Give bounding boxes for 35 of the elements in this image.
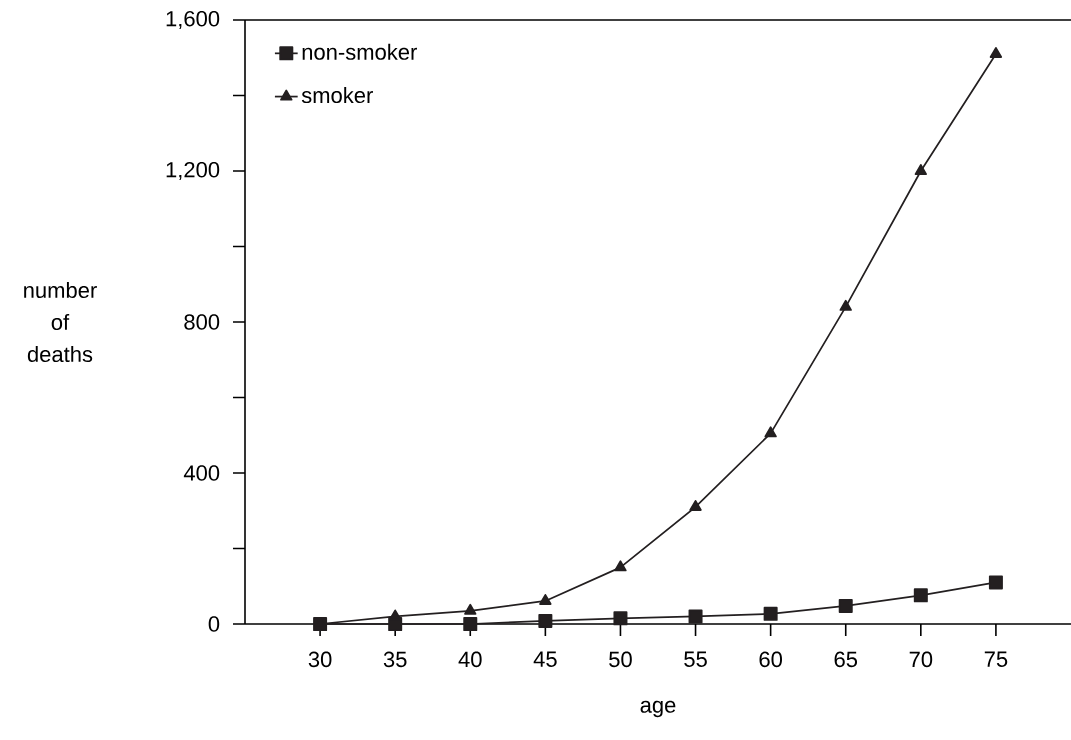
- x-tick-label: 60: [759, 651, 783, 668]
- y-tick-label: 400: [183, 465, 220, 481]
- legend-label: non-smoker: [302, 43, 417, 60]
- x-tick-label: 35: [383, 651, 407, 668]
- x-tick-label: 75: [984, 651, 1008, 667]
- point: [989, 46, 1003, 58]
- point: [464, 603, 477, 615]
- point: [838, 598, 853, 613]
- x-tick-label: 45: [533, 651, 557, 667]
- point: [688, 609, 703, 624]
- y-tick-label: 800: [184, 314, 220, 330]
- point: [463, 617, 478, 631]
- point: [914, 163, 927, 175]
- point: [613, 611, 628, 626]
- x-tick-label: 40: [458, 651, 482, 668]
- point: [689, 499, 702, 511]
- x-tick-label: 30: [308, 651, 332, 668]
- x-tick-label: 65: [834, 651, 858, 668]
- y-axis-title: number of deaths: [24, 281, 97, 363]
- y-tick-label: 1,600: [166, 10, 220, 30]
- point: [539, 593, 552, 605]
- point: [614, 560, 627, 572]
- x-tick-label: 55: [684, 651, 707, 667]
- point: [913, 588, 928, 603]
- point: [763, 606, 778, 621]
- point: [764, 426, 777, 438]
- point: [988, 575, 1003, 590]
- x-tick-label: 70: [909, 651, 933, 668]
- x-axis-title: age: [640, 700, 676, 718]
- y-tick-label: 1,200: [166, 161, 220, 181]
- point: [538, 613, 553, 628]
- y-tick-label: 0: [208, 616, 220, 632]
- point: [839, 299, 852, 311]
- x-tick-label: 50: [609, 651, 632, 668]
- legend-label: smoker: [301, 86, 373, 104]
